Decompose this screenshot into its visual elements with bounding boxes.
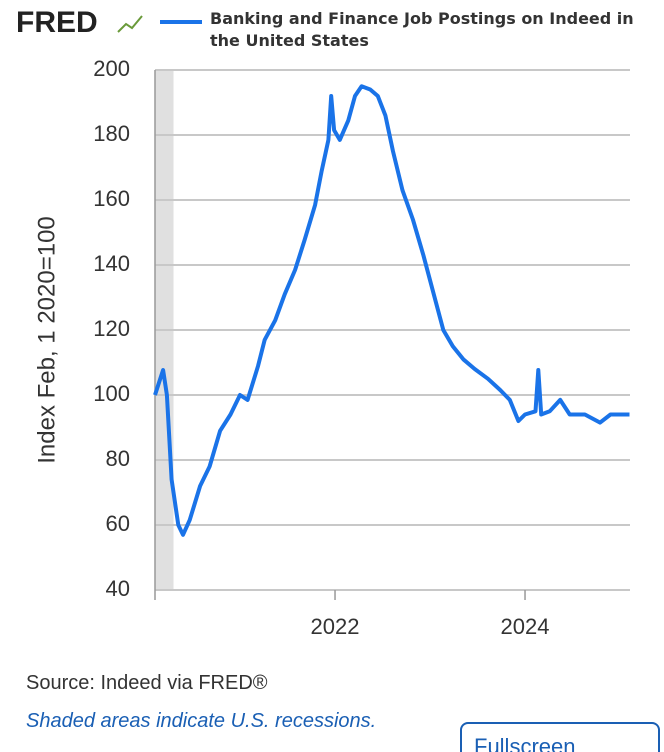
y-tick-label: 160 [93,186,130,211]
y-tick-label: 180 [93,121,130,146]
y-tick-label: 100 [93,381,130,406]
y-tick-label: 120 [93,316,130,341]
y-tick-label: 80 [106,446,130,471]
note: Shaded areas indicate U.S. recessions. [26,710,377,732]
x-tick-label: 2024 [501,614,550,639]
y-tick-label: 60 [106,511,130,536]
source: Source: Indeed via FRED® [26,672,268,694]
line [153,84,630,537]
logo-icon [117,15,143,33]
logo: FRED [16,6,98,39]
legend-entry: Banking and Finance Job Postings on Inde… [210,9,634,50]
y-tick-label: 200 [93,56,130,81]
x-tick-label: 2022 [311,614,360,639]
y-tick-label: 40 [106,576,130,601]
y-tick-label: 140 [93,251,130,276]
y-axis-label: Index Feb, 1 2020=100 [33,216,60,464]
fullscreen-button[interactable]: Fullscreen [460,722,660,752]
